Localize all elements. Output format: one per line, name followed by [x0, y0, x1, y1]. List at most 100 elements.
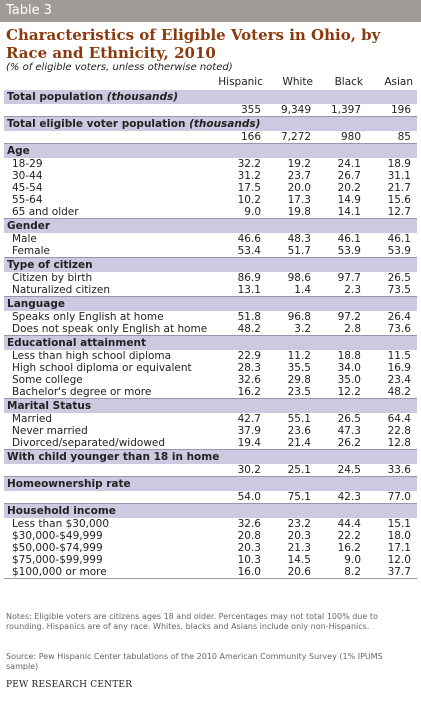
- cell-black: 14.1: [317, 206, 367, 219]
- cell-black: 22.2: [337, 530, 361, 542]
- section-total-eligible: Total eligible voter population (thousan…: [4, 116, 417, 131]
- cell-white: 75.1: [267, 491, 317, 504]
- cell-white: 3.2: [267, 323, 317, 336]
- table-row: $50,000-$74,999 20.3 21.3 16.2 17.1: [4, 542, 417, 554]
- cell-asian: 15.1: [387, 518, 411, 530]
- row-label: Citizen by birth: [12, 272, 93, 284]
- table-row: Female 53.4 51.7 53.9 53.9: [4, 245, 417, 258]
- cell-black: 46.1: [337, 233, 361, 245]
- section-heading: Language: [4, 296, 417, 311]
- cell-asian: 11.5: [387, 350, 411, 362]
- table-row: 54.0 75.1 42.3 77.0: [4, 491, 417, 504]
- cell-hispanic: 30.2: [217, 464, 267, 477]
- table-row: 355 9,349 1,397 196: [4, 104, 417, 117]
- table-row: Never married 37.9 23.6 47.3 22.8: [4, 425, 417, 437]
- section-household-income: Household income: [4, 503, 417, 518]
- cell-black: 16.2: [337, 542, 361, 554]
- cell-hispanic: 42.7: [237, 413, 261, 425]
- row-label: [4, 491, 217, 504]
- section-heading: Age: [4, 143, 417, 158]
- row-label: Speaks only English at home: [12, 311, 164, 323]
- row-label: Female: [4, 245, 217, 258]
- row-label: [4, 131, 217, 144]
- cell-hispanic: 16.2: [217, 386, 267, 399]
- cell-white: 7,272: [267, 131, 317, 144]
- table-row: Naturalized citizen 13.1 1.4 2.3 73.5: [4, 284, 417, 297]
- cell-white: 48.3: [287, 233, 311, 245]
- cell-black: 34.0: [337, 362, 361, 374]
- cell-hispanic: 32.2: [237, 158, 261, 170]
- cell-black: 8.2: [317, 566, 367, 579]
- cell-asian: 53.9: [367, 245, 417, 258]
- cell-hispanic: 48.2: [217, 323, 267, 336]
- cell-asian: 31.1: [387, 170, 411, 182]
- table-row: Does not speak only English at home 48.2…: [4, 323, 417, 336]
- cell-hispanic: 22.9: [237, 350, 261, 362]
- table-row: Male 46.6 48.3 46.1 46.1: [4, 233, 417, 245]
- cell-asian: 77.0: [367, 491, 417, 504]
- cell-white: 20.6: [267, 566, 317, 579]
- cell-asian: 48.2: [367, 386, 417, 399]
- row-label: Divorced/separated/widowed: [4, 437, 217, 450]
- subtitle: (% of eligible voters, unless otherwise …: [6, 62, 233, 73]
- cell-black: 18.8: [337, 350, 361, 362]
- table-row: 18-29 32.2 19.2 24.1 18.9: [4, 158, 417, 170]
- cell-white: 21.3: [287, 542, 311, 554]
- cell-black: 26.7: [337, 170, 361, 182]
- cell-asian: 33.6: [367, 464, 417, 477]
- page-title: Characteristics of Eligible Voters in Oh…: [6, 26, 381, 62]
- cell-hispanic: 31.2: [237, 170, 261, 182]
- cell-white: 96.8: [287, 311, 311, 323]
- cell-white: 29.8: [287, 374, 311, 386]
- row-label: [4, 104, 217, 117]
- row-label: $50,000-$74,999: [12, 542, 103, 554]
- table-row: High school diploma or equivalent 28.3 3…: [4, 362, 417, 374]
- section-gender: Gender: [4, 218, 417, 233]
- source-note: Source: Pew Hispanic Center tabulations …: [6, 652, 383, 671]
- cell-asian: 15.6: [387, 194, 411, 206]
- cell-asian: 85: [367, 131, 417, 144]
- cell-hispanic: 32.6: [237, 374, 261, 386]
- cell-asian: 21.7: [387, 182, 411, 194]
- table-row: $75,000-$99,999 10.3 14.5 9.0 12.0: [4, 554, 417, 566]
- column-header-asian: Asian: [384, 76, 413, 88]
- section-age: Age: [4, 143, 417, 158]
- cell-white: 35.5: [287, 362, 311, 374]
- cell-asian: 73.6: [367, 323, 417, 336]
- brand-footer: PEW RESEARCH CENTER: [6, 680, 133, 690]
- cell-hispanic: 20.3: [237, 542, 261, 554]
- cell-asian: 18.0: [387, 530, 411, 542]
- table-row: Divorced/separated/widowed 19.4 21.4 26.…: [4, 437, 417, 450]
- row-label: Does not speak only English at home: [4, 323, 217, 336]
- cell-black: 2.3: [317, 284, 367, 297]
- section-language: Language: [4, 296, 417, 311]
- table-row: Bachelor's degree or more 16.2 23.5 12.2…: [4, 386, 417, 399]
- table-row: 30-44 31.2 23.7 26.7 31.1: [4, 170, 417, 182]
- row-label: High school diploma or equivalent: [12, 362, 192, 374]
- cell-asian: 22.8: [387, 425, 411, 437]
- voters-table: Hispanic White Black Asian Total populat…: [4, 74, 417, 579]
- cell-black: 24.1: [337, 158, 361, 170]
- cell-black: 9.0: [344, 554, 361, 566]
- cell-black: 44.4: [337, 518, 361, 530]
- cell-black: 35.0: [337, 374, 361, 386]
- cell-hispanic: 17.5: [237, 182, 261, 194]
- cell-white: 9,349: [267, 104, 317, 117]
- row-label: $75,000-$99,999: [12, 554, 103, 566]
- cell-hispanic: 37.9: [237, 425, 261, 437]
- section-marital-status: Marital Status: [4, 398, 417, 413]
- cell-hispanic: 16.0: [217, 566, 267, 579]
- cell-black: 26.5: [337, 413, 361, 425]
- cell-white: 20.3: [287, 530, 311, 542]
- cell-asian: 64.4: [387, 413, 411, 425]
- cell-white: 23.7: [287, 170, 311, 182]
- cell-hispanic: 13.1: [217, 284, 267, 297]
- table-row: 55-64 10.2 17.3 14.9 15.6: [4, 194, 417, 206]
- cell-asian: 37.7: [367, 566, 417, 579]
- section-heading: Total population (thousands): [4, 90, 417, 104]
- row-label: Bachelor's degree or more: [4, 386, 217, 399]
- cell-asian: 26.5: [387, 272, 411, 284]
- cell-black: 14.9: [337, 194, 361, 206]
- row-label: Some college: [12, 374, 83, 386]
- section-heading: Homeownership rate: [4, 476, 417, 491]
